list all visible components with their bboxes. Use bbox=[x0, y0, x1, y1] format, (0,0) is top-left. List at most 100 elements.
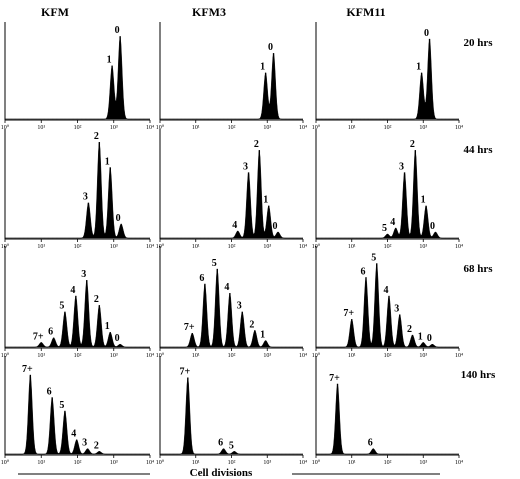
x-tick-label: 10⁰ bbox=[312, 124, 321, 131]
histogram-area bbox=[316, 264, 459, 348]
panel-kfm-68-hrs: 10⁰ 10¹ 10² 10³ 10⁴ 7+ 6 543 2 10 bbox=[1, 246, 154, 359]
peak-label-6: 6 bbox=[218, 438, 223, 449]
x-tick-label: 10⁴ bbox=[146, 125, 154, 131]
peak-label-5: 5 bbox=[229, 440, 234, 451]
x-tick-label: 10⁰ bbox=[1, 352, 10, 359]
x-tick-label: 10¹ bbox=[37, 125, 45, 131]
x-tick-label: 10² bbox=[228, 460, 236, 466]
x-tick-label: 10² bbox=[228, 244, 236, 250]
x-tick-label: 10³ bbox=[110, 460, 118, 466]
x-tick-label: 10⁴ bbox=[299, 125, 307, 131]
x-tick-label: 10⁰ bbox=[1, 459, 10, 466]
peak-label-7plus: 7+ bbox=[329, 373, 340, 384]
peak-label-0: 0 bbox=[424, 28, 429, 39]
peak-label-0: 0 bbox=[115, 25, 120, 36]
peak-label-1: 1 bbox=[263, 195, 268, 206]
x-tick-label: 10⁴ bbox=[299, 353, 307, 359]
x-tick-label: 10⁰ bbox=[1, 124, 10, 131]
x-tick-label: 10⁴ bbox=[146, 460, 154, 466]
peak-label-2: 2 bbox=[249, 319, 254, 330]
peak-label-4: 4 bbox=[232, 220, 237, 231]
histogram-area bbox=[316, 38, 459, 120]
peak-label-0: 0 bbox=[116, 213, 121, 224]
x-tick-label: 10⁰ bbox=[312, 352, 321, 359]
row-label-44-hrs: 44 hrs bbox=[463, 144, 493, 156]
x-tick-label: 10³ bbox=[110, 353, 118, 359]
peak-label-4: 4 bbox=[390, 217, 395, 228]
x-tick-label: 10⁴ bbox=[455, 353, 463, 359]
peak-label-3: 3 bbox=[237, 301, 242, 312]
x-tick-label: 10³ bbox=[419, 353, 427, 359]
peak-label-1: 1 bbox=[421, 195, 426, 206]
peak-label-1: 1 bbox=[418, 331, 423, 342]
x-tick-label: 10² bbox=[74, 460, 82, 466]
peak-label-6: 6 bbox=[360, 266, 365, 277]
histogram-area bbox=[5, 142, 150, 239]
peak-label-5: 5 bbox=[212, 258, 217, 269]
peak-label-2: 2 bbox=[410, 139, 415, 150]
peak-label-6: 6 bbox=[48, 327, 53, 338]
peak-label-6: 6 bbox=[199, 273, 204, 284]
x-tick-label: 10¹ bbox=[192, 460, 200, 466]
x-tick-label: 10⁰ bbox=[312, 459, 321, 466]
peak-label-3: 3 bbox=[394, 303, 399, 314]
peak-label-3: 3 bbox=[243, 161, 248, 172]
x-tick-label: 10³ bbox=[263, 244, 271, 250]
x-tick-label: 10³ bbox=[263, 125, 271, 131]
x-tick-label: 10¹ bbox=[192, 353, 200, 359]
x-tick-label: 10¹ bbox=[348, 125, 356, 131]
panel-kfm-44-hrs: 10⁰10¹10²10³10⁴3210 bbox=[1, 129, 154, 250]
peak-label-2: 2 bbox=[94, 440, 99, 451]
histogram-area bbox=[5, 281, 150, 348]
peak-label-6: 6 bbox=[368, 438, 373, 449]
x-tick-label: 10³ bbox=[263, 460, 271, 466]
peak-label-1: 1 bbox=[107, 55, 112, 66]
panel-kfm-20-hrs: 10⁰ 10¹ 10² 10³ 10⁴ 1 0 bbox=[1, 22, 154, 131]
x-tick-label: 10¹ bbox=[37, 460, 45, 466]
x-tick-label: 10² bbox=[74, 244, 82, 250]
x-tick-label: 10¹ bbox=[348, 353, 356, 359]
panel-kfm3-20-hrs: 10⁰ 10¹ 10² 10³ 10⁴ 10 bbox=[156, 22, 307, 131]
peak-label-0: 0 bbox=[430, 221, 435, 232]
x-tick-label: 10² bbox=[384, 353, 392, 359]
x-tick-label: 10⁴ bbox=[299, 244, 307, 250]
peak-label-1: 1 bbox=[260, 329, 265, 340]
peak-label-4: 4 bbox=[224, 282, 229, 293]
peak-label-1: 1 bbox=[260, 62, 265, 73]
x-axis-label: Cell divisions bbox=[190, 467, 253, 479]
row-label-140-hrs: 140 hrs bbox=[461, 369, 496, 381]
x-tick-label: 10³ bbox=[110, 125, 118, 131]
x-tick-label: 10⁰ bbox=[156, 352, 165, 359]
x-tick-label: 10¹ bbox=[348, 460, 356, 466]
peak-label-2: 2 bbox=[94, 131, 99, 142]
column-title-kfm3: KFM3 bbox=[192, 5, 226, 19]
x-tick-label: 10² bbox=[74, 353, 82, 359]
x-tick-label: 10⁴ bbox=[146, 353, 154, 359]
x-tick-label: 10³ bbox=[419, 460, 427, 466]
x-tick-label: 10² bbox=[384, 244, 392, 250]
peak-label-5: 5 bbox=[382, 223, 387, 234]
histogram-area bbox=[160, 268, 303, 348]
x-tick-label: 10⁰ bbox=[156, 459, 165, 466]
x-tick-label: 10¹ bbox=[37, 353, 45, 359]
histogram-area bbox=[316, 150, 459, 239]
column-title-kfm11: KFM11 bbox=[346, 5, 385, 19]
row-label-68-hrs: 68 hrs bbox=[463, 263, 493, 275]
peak-label-0: 0 bbox=[115, 333, 120, 344]
peak-label-7plus: 7+ bbox=[22, 364, 33, 375]
peak-label-3: 3 bbox=[82, 438, 87, 449]
panel-kfm-140-hrs: 10⁰ 10¹ 10² 10³ 10⁴ 7+ 65 43 2 bbox=[1, 356, 154, 466]
x-tick-label: 10⁴ bbox=[455, 460, 463, 466]
peak-label-3: 3 bbox=[399, 161, 404, 172]
peak-label-7plus: 7+ bbox=[179, 367, 190, 378]
x-tick-label: 10² bbox=[384, 460, 392, 466]
peak-label-0: 0 bbox=[273, 221, 278, 232]
peak-label-1: 1 bbox=[105, 156, 110, 167]
x-tick-label: 10³ bbox=[110, 244, 118, 250]
x-tick-label: 10¹ bbox=[348, 244, 356, 250]
titles: KFM KFM3 KFM11 20 hrs 44 hrs 68 hrs 140 … bbox=[18, 5, 496, 479]
x-tick-label: 10¹ bbox=[37, 244, 45, 250]
x-tick-label: 10⁴ bbox=[146, 244, 154, 250]
